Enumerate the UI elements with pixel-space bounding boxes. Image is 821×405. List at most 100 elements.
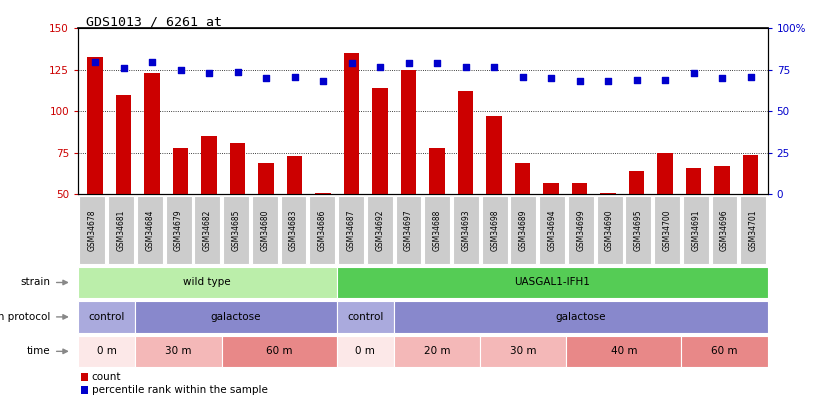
- Bar: [654, 196, 680, 264]
- Text: GSM34687: GSM34687: [346, 209, 355, 251]
- Bar: [223, 196, 249, 264]
- Point: [687, 70, 700, 77]
- Text: 40 m: 40 m: [611, 346, 637, 356]
- Bar: [712, 196, 737, 264]
- Bar: [515, 163, 530, 194]
- Point: [658, 77, 672, 83]
- Bar: [568, 196, 594, 264]
- Bar: [230, 143, 245, 194]
- Bar: [315, 193, 331, 194]
- Text: GSM34694: GSM34694: [548, 209, 557, 251]
- Bar: [600, 193, 616, 194]
- Point: [89, 58, 102, 65]
- Bar: [626, 196, 651, 264]
- Text: GSM34685: GSM34685: [232, 209, 241, 251]
- Text: GSM34700: GSM34700: [663, 209, 672, 251]
- Point: [259, 75, 273, 81]
- Text: strain: strain: [21, 277, 51, 288]
- Bar: [78, 266, 337, 298]
- Bar: [714, 166, 730, 194]
- Bar: [657, 153, 673, 194]
- Point: [288, 73, 301, 80]
- Bar: [741, 196, 766, 264]
- Point: [203, 70, 216, 77]
- Text: 20 m: 20 m: [424, 346, 451, 356]
- Bar: [337, 335, 394, 367]
- Text: GSM34682: GSM34682: [203, 209, 212, 251]
- Bar: [566, 335, 681, 367]
- Bar: [424, 196, 450, 264]
- Bar: [166, 196, 191, 264]
- Text: GSM34695: GSM34695: [634, 209, 643, 251]
- Bar: [172, 148, 189, 194]
- Text: GSM34692: GSM34692: [375, 209, 384, 251]
- Bar: [116, 95, 131, 194]
- Point: [516, 73, 529, 80]
- Bar: [338, 196, 364, 264]
- Bar: [629, 171, 644, 194]
- Text: GSM34701: GSM34701: [749, 209, 758, 251]
- Point: [231, 68, 244, 75]
- Point: [573, 78, 586, 85]
- Bar: [544, 183, 559, 194]
- Bar: [480, 335, 566, 367]
- Point: [430, 60, 443, 66]
- Bar: [201, 136, 217, 194]
- Bar: [144, 73, 160, 194]
- Bar: [486, 116, 502, 194]
- Text: GSM34678: GSM34678: [88, 209, 97, 251]
- Text: 60 m: 60 m: [711, 346, 738, 356]
- Text: galactose: galactose: [556, 312, 606, 322]
- Bar: [137, 196, 163, 264]
- Bar: [372, 88, 388, 194]
- Text: 0 m: 0 m: [97, 346, 117, 356]
- Bar: [571, 183, 587, 194]
- Bar: [743, 155, 759, 194]
- Text: 30 m: 30 m: [510, 346, 537, 356]
- Bar: [394, 301, 768, 333]
- Bar: [259, 163, 274, 194]
- Bar: [135, 301, 337, 333]
- Bar: [80, 373, 88, 382]
- Bar: [87, 57, 103, 194]
- Point: [374, 63, 387, 70]
- Point: [174, 66, 187, 73]
- Point: [630, 77, 643, 83]
- Text: wild type: wild type: [183, 277, 232, 288]
- Bar: [401, 70, 416, 194]
- Bar: [80, 196, 105, 264]
- Text: GSM34689: GSM34689: [519, 209, 528, 251]
- Text: 60 m: 60 m: [266, 346, 292, 356]
- Point: [345, 60, 358, 66]
- Point: [744, 73, 757, 80]
- Bar: [281, 196, 306, 264]
- Point: [317, 78, 330, 85]
- Text: GSM34679: GSM34679: [174, 209, 183, 251]
- Point: [402, 60, 415, 66]
- Bar: [195, 196, 220, 264]
- Text: GSM34688: GSM34688: [433, 209, 442, 251]
- Bar: [686, 168, 701, 194]
- Bar: [597, 196, 622, 264]
- Text: GSM34690: GSM34690: [605, 209, 614, 251]
- Text: galactose: galactose: [211, 312, 261, 322]
- Bar: [539, 196, 565, 264]
- Text: GSM34683: GSM34683: [289, 209, 298, 251]
- Bar: [511, 196, 536, 264]
- Text: GSM34681: GSM34681: [117, 209, 126, 251]
- Bar: [252, 196, 277, 264]
- Point: [488, 63, 501, 70]
- Bar: [429, 148, 445, 194]
- Bar: [394, 335, 480, 367]
- Bar: [310, 196, 335, 264]
- Bar: [453, 196, 479, 264]
- Point: [145, 58, 158, 65]
- Text: UASGAL1-IFH1: UASGAL1-IFH1: [514, 277, 590, 288]
- Text: GDS1013 / 6261_at: GDS1013 / 6261_at: [86, 15, 222, 28]
- Text: GSM34699: GSM34699: [576, 209, 585, 251]
- Point: [715, 75, 728, 81]
- Bar: [222, 335, 337, 367]
- Point: [459, 63, 472, 70]
- Bar: [287, 156, 302, 194]
- Bar: [482, 196, 507, 264]
